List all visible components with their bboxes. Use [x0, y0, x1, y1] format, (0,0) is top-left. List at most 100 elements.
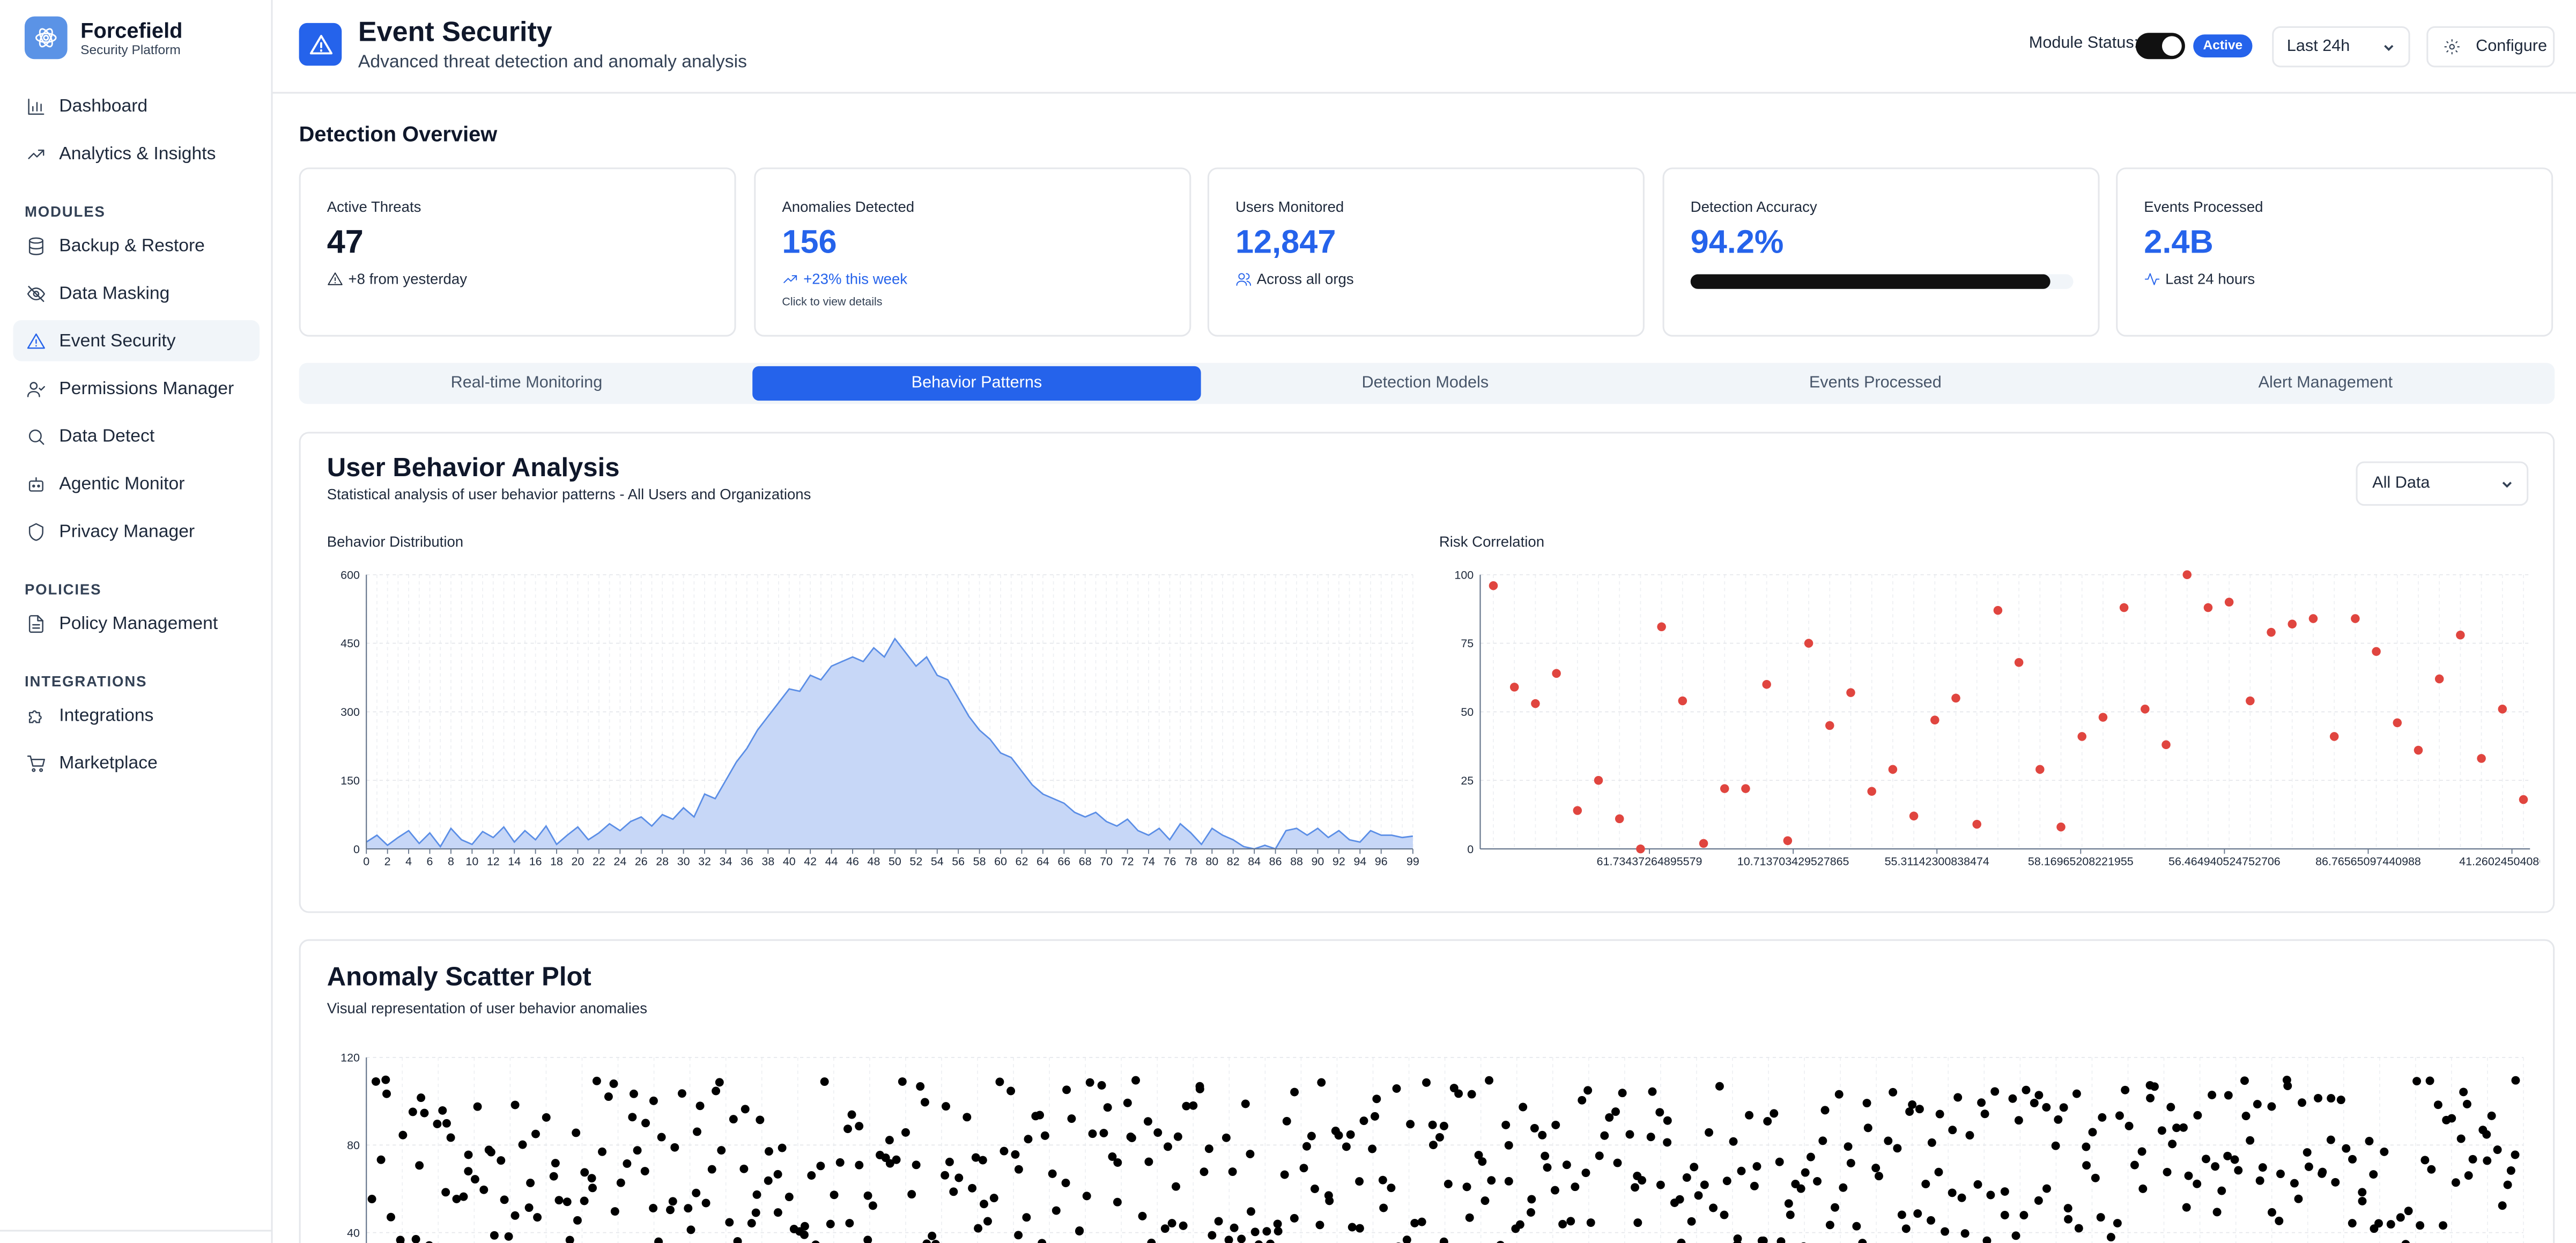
sidebar-item-policy-management[interactable]: Policy Management — [13, 603, 260, 644]
data-point — [2283, 1082, 2292, 1090]
data-point — [2487, 1111, 2496, 1120]
data-point — [2063, 1204, 2072, 1213]
data-point — [835, 1158, 845, 1167]
stat-card-users-monitored[interactable]: Users Monitored 12,847 Across all orgs — [1207, 167, 1645, 337]
data-point — [2234, 1166, 2243, 1175]
stat-sub: Last 24 hours — [2144, 271, 2255, 287]
data-point — [1230, 1223, 1239, 1232]
x-tick-label: 64 — [1037, 855, 1049, 868]
stat-card-anomalies[interactable]: Anomalies Detected 156 +23% this week Cl… — [754, 167, 1191, 337]
data-point — [2000, 1211, 2009, 1219]
sidebar-item-event-security[interactable]: Event Security — [13, 320, 260, 361]
data-point — [1241, 1099, 1250, 1108]
sidebar-item-permissions-manager[interactable]: Permissions Manager — [13, 368, 260, 409]
data-point — [1462, 1182, 1471, 1192]
stat-note[interactable]: Click to view details — [782, 297, 883, 309]
stat-sub-text: Across all orgs — [1256, 271, 1354, 287]
sidebar-item-analytics[interactable]: Analytics & Insights — [13, 133, 260, 174]
tab-detection-models[interactable]: Detection Models — [1361, 374, 1489, 393]
data-point — [2327, 1094, 2336, 1103]
data-point — [1543, 1163, 1552, 1172]
data-point — [1927, 1138, 1936, 1147]
stat-card-active-threats[interactable]: Active Threats 47 +8 from yesterday — [299, 167, 736, 337]
data-point — [1417, 1217, 1426, 1226]
data-point — [1972, 819, 1981, 829]
data-point — [654, 1237, 663, 1243]
data-point — [1909, 811, 1919, 821]
x-tick-label: 68 — [1079, 855, 1092, 868]
data-point — [1131, 1076, 1140, 1085]
panel-title: User Behavior Analysis — [327, 455, 620, 483]
data-point — [598, 1147, 607, 1156]
data-point — [1143, 1117, 1152, 1126]
data-point — [2519, 795, 2528, 804]
data-point — [2468, 1155, 2477, 1164]
time-range-select[interactable]: Last 24h — [2272, 26, 2410, 68]
data-point — [756, 1115, 765, 1124]
x-tick-label: 30 — [677, 855, 690, 868]
y-tick-label: 40 — [347, 1226, 360, 1239]
data-point — [920, 1098, 929, 1107]
sidebar-item-label: Marketplace — [59, 752, 158, 773]
data-point — [800, 1222, 809, 1231]
data-point — [2064, 1215, 2073, 1224]
tab-events-processed[interactable]: Events Processed — [1809, 374, 1942, 393]
data-point — [684, 1204, 693, 1213]
data-point — [510, 1100, 520, 1109]
data-point — [2275, 1216, 2284, 1225]
x-tick-label: 55.31142300838474 — [1885, 855, 1989, 868]
sidebar-item-agentic-monitor[interactable]: Agentic Monitor — [13, 463, 260, 505]
data-point — [1189, 1101, 1198, 1110]
sidebar-item-label: Analytics & Insights — [59, 143, 216, 164]
tab-realtime-monitoring[interactable]: Real-time Monitoring — [450, 374, 603, 393]
sidebar-item-privacy-manager[interactable]: Privacy Manager — [13, 510, 260, 552]
data-point — [1088, 1129, 1097, 1138]
data-point — [2348, 1155, 2357, 1164]
tab-behavior-patterns[interactable]: Behavior Patterns — [752, 366, 1201, 401]
sidebar-item-backup-restore[interactable]: Backup & Restore — [13, 225, 260, 267]
data-point — [1515, 1220, 1524, 1229]
data-point — [1908, 1100, 1917, 1109]
data-point — [565, 1235, 574, 1243]
configure-button[interactable]: Configure — [2426, 26, 2555, 68]
sidebar-item-data-masking[interactable]: Data Masking — [13, 272, 260, 314]
data-point — [397, 1240, 405, 1243]
data-point — [2246, 696, 2255, 706]
data-filter-select[interactable]: All Data — [2356, 461, 2529, 506]
sidebar-item-label: Privacy Manager — [59, 521, 195, 541]
data-point — [2146, 1093, 2155, 1103]
data-point — [1228, 1167, 1237, 1177]
sidebar-item-data-detect[interactable]: Data Detect — [13, 416, 260, 457]
data-point — [2072, 1089, 2081, 1098]
data-point — [2412, 1077, 2422, 1086]
data-point — [1348, 1223, 1357, 1232]
data-point — [2182, 1203, 2191, 1212]
sidebar-item-integrations[interactable]: Integrations — [13, 694, 260, 736]
data-point — [898, 1077, 907, 1086]
data-point — [381, 1075, 390, 1084]
stat-sub-text: +23% this week — [803, 271, 908, 287]
sidebar-item-marketplace[interactable]: Marketplace — [13, 742, 260, 783]
tab-alert-management[interactable]: Alert Management — [2258, 374, 2393, 393]
data-point — [1844, 1142, 1853, 1151]
data-point — [1573, 806, 1582, 815]
data-point — [885, 1136, 894, 1145]
stat-card-detection-accuracy[interactable]: Detection Accuracy 94.2% — [1662, 167, 2100, 337]
data-point — [2246, 1136, 2255, 1145]
data-point — [1497, 1240, 1505, 1243]
data-point — [1501, 1120, 1511, 1129]
sidebar-item-label: Agentic Monitor — [59, 473, 185, 494]
data-point — [751, 1208, 760, 1217]
data-point — [657, 1133, 666, 1142]
sidebar-item-dashboard[interactable]: Dashboard — [13, 85, 260, 127]
stat-card-events-processed[interactable]: Events Processed 2.4B Last 24 hours — [2116, 167, 2553, 337]
data-point — [1763, 1117, 1772, 1126]
data-point — [1014, 1165, 1023, 1174]
data-point — [2336, 1096, 2345, 1105]
data-point — [1960, 1229, 1970, 1238]
data-point — [2464, 1171, 2473, 1180]
sidebar-item-label: Dashboard — [59, 96, 148, 116]
data-point — [1290, 1087, 1299, 1097]
module-status-toggle[interactable] — [2135, 33, 2185, 60]
data-point — [963, 1113, 972, 1122]
